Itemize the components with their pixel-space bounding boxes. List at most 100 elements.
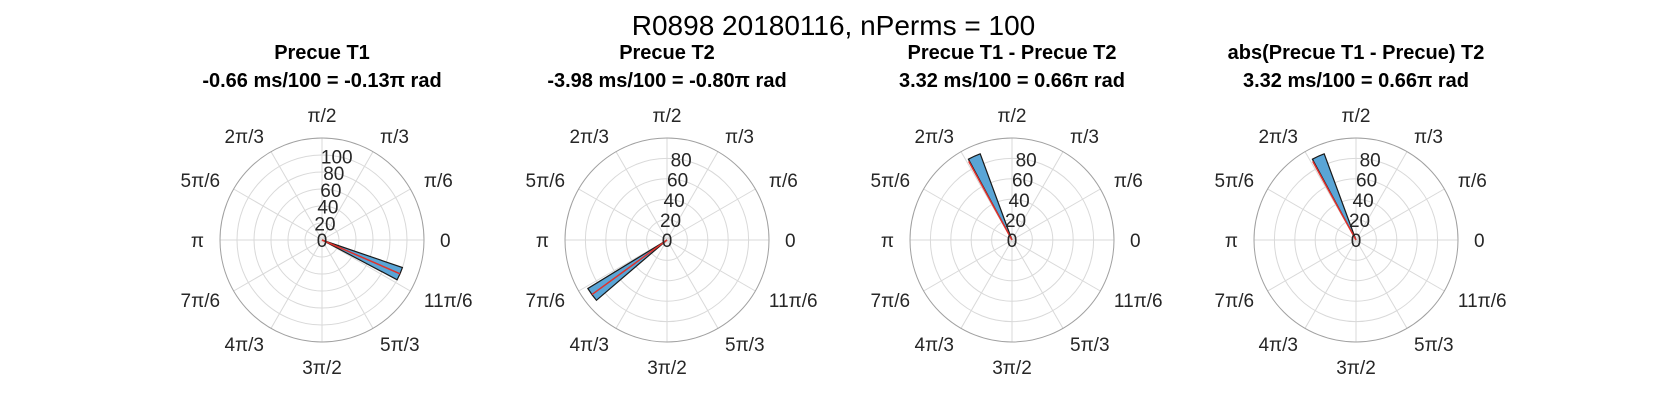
angular-tick-label: 2π/3: [1258, 127, 1298, 148]
angular-grid-line: [1355, 188, 1445, 241]
angular-grid-line: [923, 188, 1013, 241]
angular-tick-label: π/2: [653, 106, 682, 127]
angular-tick-label: 4π/3: [914, 335, 954, 356]
radial-tick-label: 40: [1353, 191, 1374, 212]
radial-tick-label: 0: [662, 231, 673, 252]
radial-grid-ring: [1294, 178, 1418, 302]
angular-tick-label: π/2: [1342, 106, 1371, 127]
radial-tick-label: 60: [1356, 171, 1377, 192]
polar-axes: 0204060801000π/6π/3π/22π/35π/6π7π/64π/33…: [181, 106, 473, 379]
polar-outer-ring: [219, 137, 425, 343]
angular-tick-label: π/3: [1070, 127, 1099, 148]
panel-title-line1: Precue T1: [274, 42, 370, 64]
angular-tick-label: 11π/6: [1114, 291, 1163, 312]
polar-panel-3: 0 20 40 60 80 0 π/6 π/3 π/2 2π/3 5π/6 π 7π/6 4π/3 3π/2…: [822, 40, 1202, 410]
angular-tick-label: 5π/3: [1070, 335, 1110, 356]
angular-tick-label: 4π/3: [224, 335, 264, 356]
angular-grid-line: [1267, 188, 1357, 241]
angular-tick-label: 4π/3: [569, 335, 609, 356]
radial-grid-ring: [304, 222, 340, 258]
panel-title-line2: -3.98 ms/100 = -0.80π rad: [547, 70, 787, 92]
angular-grid-line: [923, 239, 1013, 292]
histogram-bar: [967, 153, 1013, 241]
radial-tick-label: 80: [1360, 151, 1381, 172]
radial-tick-label: 40: [1009, 191, 1030, 212]
mean-vector-line: [321, 239, 401, 275]
angular-tick-label: 5π/3: [380, 335, 420, 356]
radial-grid-ring: [929, 157, 1095, 323]
panel-title-line1: Precue T2: [619, 42, 715, 64]
mean-vector-line: [1312, 160, 1357, 241]
angular-tick-label: π/6: [1114, 171, 1143, 192]
angular-tick-label: π/3: [725, 127, 754, 148]
angular-tick-label: π/6: [424, 171, 453, 192]
radial-grid-ring: [1314, 198, 1398, 282]
angular-grid-line: [1355, 239, 1408, 329]
radial-tick-label: 20: [660, 211, 681, 232]
angular-tick-label: 5π/6: [181, 171, 221, 192]
panel-title-line2: 3.32 ms/100 = 0.66π rad: [898, 70, 1126, 92]
angular-tick-label: 2π/3: [224, 127, 264, 148]
angular-tick-label: 5π/3: [1414, 335, 1454, 356]
radial-tick-label: 20: [1349, 211, 1370, 232]
panel-title-line1: abs(Precue T1 - Precue) T2: [1227, 42, 1485, 64]
angular-grid-line: [1011, 188, 1101, 241]
radial-tick-label: 60: [1012, 171, 1033, 192]
radial-tick-label: 20: [1005, 211, 1026, 232]
polar-axes: 0204060800π/6π/3π/22π/35π/6π7π/64π/33π/2…: [1215, 106, 1507, 379]
angular-tick-label: 2π/3: [914, 127, 954, 148]
angular-tick-label: 11π/6: [769, 291, 818, 312]
figure-title: R0898 20180116, nPerms = 100: [631, 10, 1036, 41]
angular-grid-line: [666, 151, 719, 241]
radial-grid-ring: [1273, 157, 1439, 323]
radial-tick-label: 100: [321, 147, 353, 168]
radial-grid-ring: [970, 198, 1054, 282]
angular-tick-label: π/3: [380, 127, 409, 148]
angular-grid-line: [578, 188, 668, 241]
angular-grid-line: [1355, 151, 1408, 241]
angular-tick-label: π/2: [998, 106, 1027, 127]
angular-tick-label: 2π/3: [569, 127, 609, 148]
angular-grid-line: [666, 239, 756, 292]
polar-panel-1: 0 20 40 60 80 100 0 π/6 π/3 π/2 2π/3 5π/6 π 7π/6 4π/3 3…: [132, 40, 512, 410]
mean-vector-line: [591, 239, 668, 296]
radial-tick-label: 80: [323, 164, 344, 185]
angular-tick-label: π/2: [308, 106, 337, 127]
radial-grid-ring: [584, 157, 750, 323]
radial-tick-label: 20: [314, 214, 335, 235]
radial-grid-ring: [605, 178, 729, 302]
angular-grid-line: [666, 188, 756, 241]
radial-tick-label: 0: [1007, 231, 1018, 252]
radial-grid-ring: [991, 219, 1033, 261]
angular-tick-label: π/6: [1458, 171, 1487, 192]
angular-tick-label: 7π/6: [871, 291, 911, 312]
angular-grid-line: [1267, 239, 1357, 292]
radial-tick-label: 80: [671, 151, 692, 172]
angular-grid-line: [615, 151, 668, 241]
angular-grid-line: [1355, 239, 1445, 292]
polar-panel-2: 0 20 40 60 80 0 π/6 π/3 π/2 2π/3 5π/6 π 7π/6 4π/3 3π/2…: [477, 40, 857, 410]
angular-tick-label: 0: [1474, 231, 1485, 252]
angular-tick-label: 7π/6: [526, 291, 566, 312]
angular-tick-label: π: [881, 231, 894, 252]
radial-grid-ring: [625, 198, 709, 282]
angular-tick-label: 0: [440, 231, 451, 252]
radial-grid-ring: [287, 205, 357, 275]
polar-axes: 0204060800π/6π/3π/22π/35π/6π7π/64π/33π/2…: [871, 106, 1163, 379]
polar-outer-ring: [564, 137, 770, 343]
radial-grid-ring: [646, 219, 688, 261]
angular-tick-label: 0: [1130, 231, 1141, 252]
angular-tick-label: 4π/3: [1258, 335, 1298, 356]
radial-grid-ring: [236, 154, 408, 326]
angular-tick-label: 5π/6: [1215, 171, 1255, 192]
polar-outer-ring: [1253, 137, 1459, 343]
angular-tick-label: 11π/6: [424, 291, 473, 312]
angular-grid-line: [615, 239, 668, 329]
radial-grid-ring: [1335, 219, 1377, 261]
angular-tick-label: π: [191, 231, 204, 252]
angular-tick-label: 5π/6: [871, 171, 911, 192]
panel-title-line2: 3.32 ms/100 = 0.66π rad: [1242, 70, 1470, 92]
angular-tick-label: π: [536, 231, 549, 252]
angular-tick-label: 7π/6: [1215, 291, 1255, 312]
angular-tick-label: π/6: [769, 171, 798, 192]
